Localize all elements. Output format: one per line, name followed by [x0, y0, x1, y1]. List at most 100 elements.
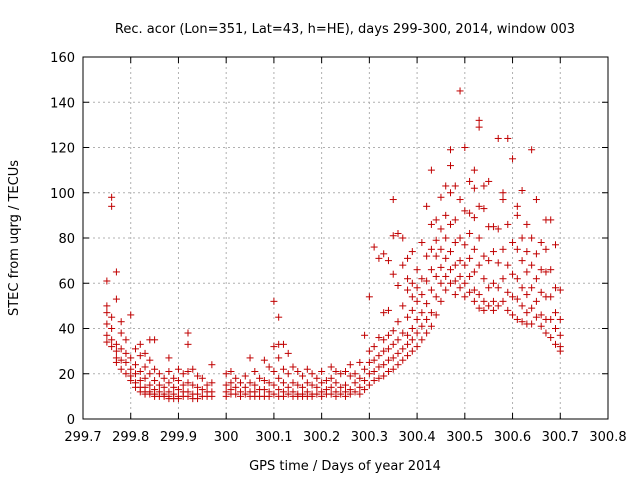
data-point [556, 347, 564, 355]
data-point [528, 261, 536, 269]
data-point [423, 277, 431, 285]
data-point [489, 297, 497, 305]
data-point [361, 331, 369, 339]
data-point [313, 383, 321, 391]
data-point [122, 336, 130, 344]
y-axis-label: STEC from uqrg / TECUs [7, 160, 22, 316]
data-point [174, 386, 182, 394]
data-point [399, 329, 407, 337]
data-point [342, 367, 349, 375]
data-point [528, 146, 536, 154]
data-point [241, 372, 249, 380]
data-point [112, 268, 120, 276]
data-point [117, 329, 125, 337]
data-point [394, 318, 402, 326]
data-point [537, 322, 545, 330]
data-point [365, 347, 373, 355]
data-point [542, 245, 550, 253]
data-point [552, 340, 559, 348]
data-point [413, 284, 421, 292]
data-point [523, 220, 531, 228]
data-point [427, 309, 435, 317]
data-point [194, 395, 202, 403]
data-point [532, 297, 540, 305]
data-point [404, 352, 412, 360]
data-point [432, 252, 440, 260]
data-point [528, 234, 536, 242]
data-point [294, 381, 302, 389]
data-point [523, 248, 531, 256]
data-point [127, 365, 135, 373]
data-point [504, 134, 512, 142]
data-point [518, 234, 526, 242]
data-point [542, 268, 550, 276]
data-point [437, 297, 445, 305]
data-point [499, 245, 507, 253]
data-point [174, 377, 182, 385]
data-point [480, 252, 488, 260]
data-point [513, 315, 521, 323]
data-point [122, 370, 130, 378]
data-point [485, 302, 493, 310]
data-point [537, 288, 545, 296]
data-point [461, 293, 469, 301]
data-point [380, 347, 388, 355]
data-point [489, 306, 497, 314]
data-point [532, 275, 540, 283]
data-point [485, 257, 493, 265]
data-point [332, 367, 340, 375]
data-point [423, 300, 431, 308]
data-point [375, 374, 383, 382]
data-point [117, 318, 125, 326]
data-point [322, 377, 330, 385]
data-point [470, 166, 478, 174]
data-point [260, 377, 268, 385]
data-point [413, 266, 421, 274]
data-point [136, 377, 144, 385]
data-point [103, 309, 111, 317]
data-point [466, 254, 474, 262]
data-point [146, 370, 154, 378]
data-point [442, 272, 450, 280]
data-point [408, 325, 416, 332]
data-point [356, 358, 364, 366]
data-point [222, 381, 230, 389]
data-point [447, 220, 454, 228]
data-point [461, 207, 469, 215]
data-point [552, 309, 559, 317]
data-point [389, 327, 397, 335]
data-point [122, 349, 130, 357]
data-point [380, 250, 388, 258]
data-point [509, 293, 517, 301]
data-point [279, 379, 287, 387]
data-point [442, 254, 450, 262]
data-point [504, 288, 512, 296]
data-point [456, 284, 464, 292]
data-point [532, 250, 540, 258]
x-tick-label: 300.7 [542, 430, 579, 445]
x-axis-ticks: 299.7 299.8 299.9 300 300.1 300.2 300.3 300.4 30… [64, 57, 627, 445]
data-point [365, 381, 373, 389]
data-point [308, 392, 316, 400]
data-point [475, 202, 483, 210]
data-point [442, 234, 450, 242]
data-point [461, 144, 469, 151]
data-point [303, 379, 311, 387]
data-point [117, 356, 125, 364]
data-point [151, 336, 159, 344]
data-point [265, 379, 273, 387]
data-point [418, 291, 426, 299]
data-point [342, 392, 349, 400]
data-point [451, 291, 459, 299]
data-point [418, 309, 426, 317]
data-point [184, 340, 192, 348]
data-point [447, 266, 454, 274]
data-point [194, 383, 202, 391]
data-point [365, 358, 373, 366]
data-point [466, 288, 474, 296]
data-point [513, 245, 521, 253]
y-tick-label: 160 [50, 51, 75, 66]
data-point [141, 349, 149, 357]
data-point [380, 309, 388, 317]
data-point [108, 202, 116, 210]
